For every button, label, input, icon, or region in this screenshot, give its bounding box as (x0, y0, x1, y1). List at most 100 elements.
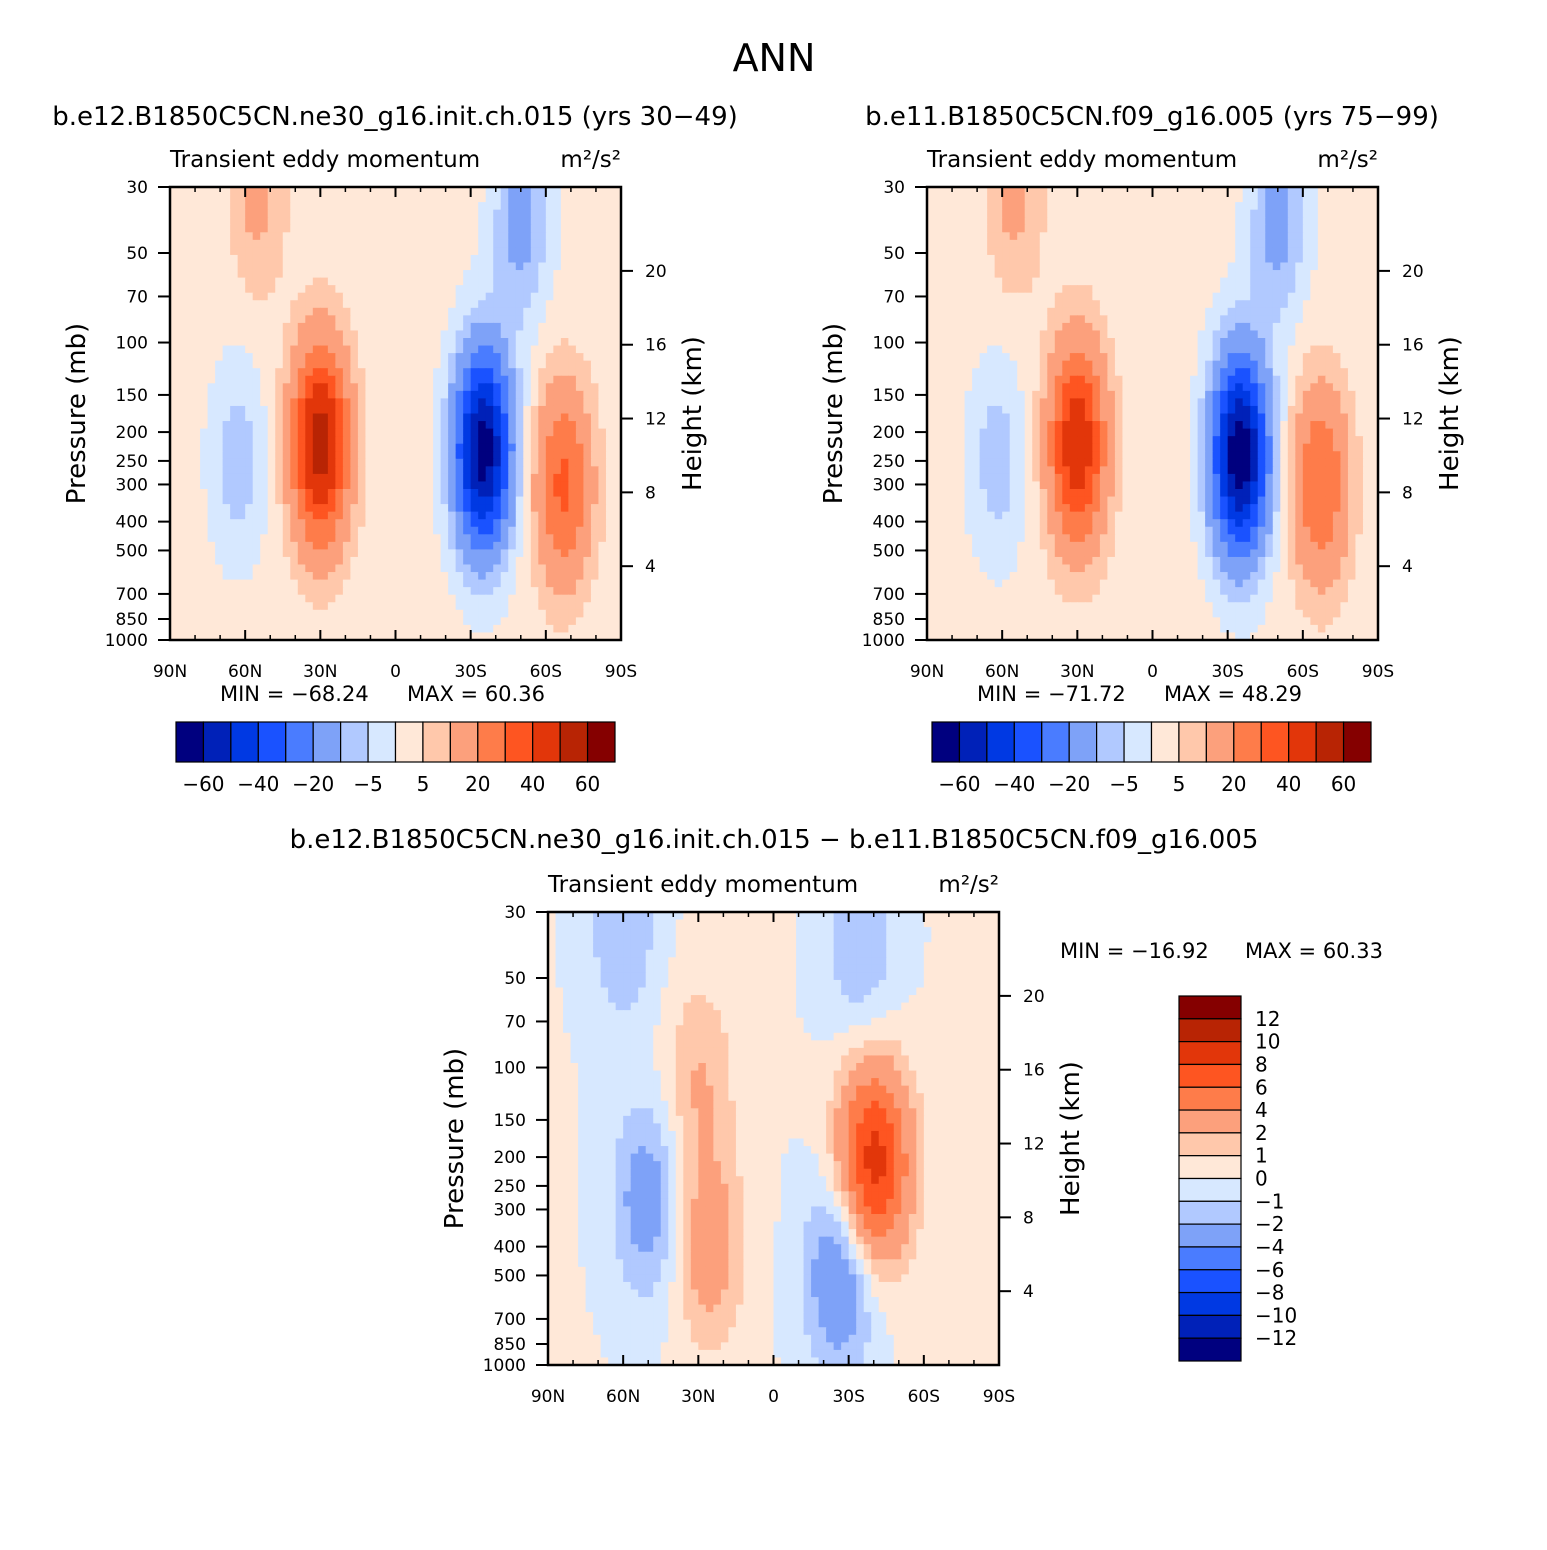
contour-cell (372, 322, 382, 332)
contour-cell (177, 375, 186, 384)
contour-cell (1370, 338, 1379, 347)
contour-cell (395, 511, 404, 520)
contour-cell (1347, 270, 1357, 279)
contour-cell (575, 421, 585, 430)
contour-cell (275, 375, 284, 384)
contour-cell (560, 526, 569, 535)
contour-cell (335, 383, 344, 392)
contour-cell (342, 330, 351, 339)
contour-cell (237, 504, 246, 513)
contour-cell (568, 390, 577, 399)
contour-cell (305, 390, 314, 399)
contour-cell (598, 338, 607, 347)
contour-cell (245, 504, 254, 513)
contour-cell (237, 239, 246, 248)
contour-cell (305, 451, 314, 460)
contour-cell (290, 624, 299, 634)
contour-cell (545, 239, 554, 248)
contour-cell (1084, 232, 1093, 241)
contour-cell (335, 609, 344, 618)
contour-cell (177, 624, 186, 634)
contour-cell (410, 504, 419, 513)
contour-cell (1190, 239, 1199, 248)
contour-cell (267, 511, 276, 520)
contour-cell (170, 481, 179, 490)
contour-cell (1325, 285, 1334, 294)
contour-cell (1325, 232, 1334, 241)
contour-cell (448, 594, 457, 603)
contour-cell (470, 285, 479, 294)
contour-cell (590, 458, 600, 467)
contour-cell (260, 534, 269, 543)
contour-cell (282, 194, 291, 203)
contour-cell (575, 556, 585, 566)
contour-cell (410, 602, 419, 611)
contour-cell (1332, 217, 1342, 226)
contour-cell (1039, 239, 1048, 248)
contour-cell (1167, 322, 1176, 332)
contour-cell (1370, 270, 1379, 279)
contour-cell (463, 473, 472, 483)
contour-cell (357, 443, 367, 452)
contour-cell (463, 556, 472, 566)
contour-cell (1310, 322, 1319, 332)
contour-cell (297, 534, 306, 543)
contour-cell (485, 285, 494, 294)
contour-cell (312, 330, 321, 339)
contour-cell (523, 496, 532, 505)
contour-cell (1129, 224, 1139, 233)
contour-cell (568, 624, 577, 634)
contour-cell (305, 383, 314, 392)
contour-cell (185, 345, 194, 354)
contour-cell (1039, 338, 1048, 347)
contour-cell (230, 549, 239, 558)
contour-cell (530, 375, 539, 384)
contour-cell (410, 481, 419, 490)
contour-cell (297, 232, 306, 241)
contour-cell (605, 572, 615, 581)
contour-cell (237, 330, 246, 339)
contour-cell (440, 368, 449, 377)
contour-cell (485, 315, 494, 324)
contour-cell (1077, 285, 1086, 294)
contour-cell (297, 247, 306, 256)
contour-cell (305, 579, 314, 588)
contour-cell (170, 428, 179, 437)
contour-cell (327, 247, 336, 256)
contour-cell (418, 232, 427, 241)
contour-cell (282, 345, 291, 354)
contour-cell (613, 315, 622, 324)
contour-cell (553, 209, 562, 218)
contour-cell (245, 421, 254, 430)
contour-cell (440, 187, 449, 196)
contour-cell (200, 330, 209, 339)
contour-cell (1347, 239, 1357, 248)
contour-cell (418, 534, 427, 543)
contour-cell (1054, 322, 1063, 332)
contour-cell (170, 277, 179, 286)
contour-cell (170, 398, 179, 407)
contour-cell (1370, 300, 1379, 309)
contour-cell (515, 202, 524, 211)
contour-cell (433, 383, 442, 392)
contour-cell (583, 556, 592, 566)
contour-cell (1167, 194, 1176, 203)
contour-cell (1272, 292, 1281, 301)
contour-cell (1182, 270, 1191, 279)
contour-cell (275, 534, 284, 543)
contour-cell (207, 421, 216, 430)
contour-cell (418, 443, 427, 452)
contour-cell (230, 209, 239, 218)
contour-cell (979, 232, 988, 241)
contour-cell (1024, 224, 1033, 233)
contour-cell (455, 489, 464, 498)
contour-cell (207, 481, 216, 490)
contour-cell (170, 187, 179, 196)
contour-cell (403, 398, 412, 407)
contour-cell (1009, 262, 1018, 271)
contour-cell (583, 285, 592, 294)
contour-cell (410, 421, 419, 430)
contour-cell (455, 451, 464, 460)
contour-cell (942, 307, 951, 316)
contour-cell (1250, 254, 1259, 264)
